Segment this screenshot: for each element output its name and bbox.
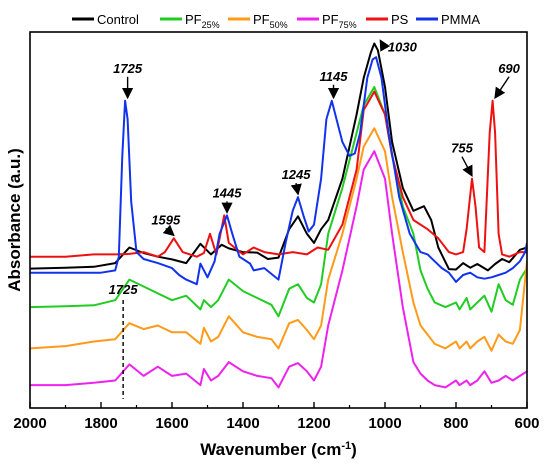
annotation-layer: 1725 1595 1445 1245 1145 1030 755 690 1725 <box>109 39 521 399</box>
annotation-label: 1145 <box>320 69 349 84</box>
annotation-arrow <box>494 76 510 99</box>
x-tick-label: 800 <box>443 415 468 432</box>
legend-label: PF50% <box>253 12 288 30</box>
x-tick-label: 1000 <box>368 415 401 432</box>
legend-label: PF75% <box>322 12 357 30</box>
x-tick-label: 1600 <box>155 415 188 432</box>
x-title-sup: -1 <box>341 440 351 452</box>
annotation-label: 690 <box>498 61 520 76</box>
x-tick-label: 1400 <box>226 415 259 432</box>
series-line-pf-25- <box>30 86 527 318</box>
x-title-main: Wavenumber (cm <box>200 440 341 459</box>
x-tick-label: 1800 <box>84 415 117 432</box>
legend-label: PS <box>391 12 409 27</box>
series-line-pmma <box>30 56 527 286</box>
annotation-label: 1245 <box>282 167 312 182</box>
x-axis-title: Wavenumber (cm-1) <box>200 440 357 459</box>
legend: Control PF25% PF50% PF75% PS PMMA <box>72 12 480 30</box>
plot-frame <box>29 31 528 409</box>
x-axis-ticks: 2000 1800 1600 1400 1200 1000 800 600 <box>13 402 540 432</box>
legend-label: PF25% <box>185 12 220 30</box>
series-line-pf-50- <box>30 127 527 352</box>
x-tick-label: 1200 <box>297 415 330 432</box>
annotation-label: 1725 <box>113 61 143 76</box>
series-line-control <box>30 42 527 272</box>
annotation-label: 1445 <box>213 185 243 200</box>
series-line-ps <box>30 90 527 258</box>
annotation-arrow <box>379 39 391 52</box>
x-tick-label: 2000 <box>13 415 46 432</box>
series-line-pf-75- <box>30 150 527 389</box>
annotation-arrow <box>290 182 302 196</box>
annotation-label: 1725 <box>109 282 139 297</box>
legend-label: PMMA <box>441 12 480 27</box>
annotation-label: 755 <box>451 141 473 156</box>
annotation-label: 1030 <box>388 39 418 54</box>
annotation-arrow <box>162 224 175 237</box>
y-axis-title: Absorbance (a.u.) <box>5 148 24 292</box>
series-layer <box>30 42 527 389</box>
annotation-label: 1595 <box>151 212 181 227</box>
annotation-arrow <box>461 156 473 177</box>
legend-label: Control <box>97 12 139 27</box>
x-tick-label: 600 <box>514 415 539 432</box>
x-title-end: ) <box>351 440 357 459</box>
